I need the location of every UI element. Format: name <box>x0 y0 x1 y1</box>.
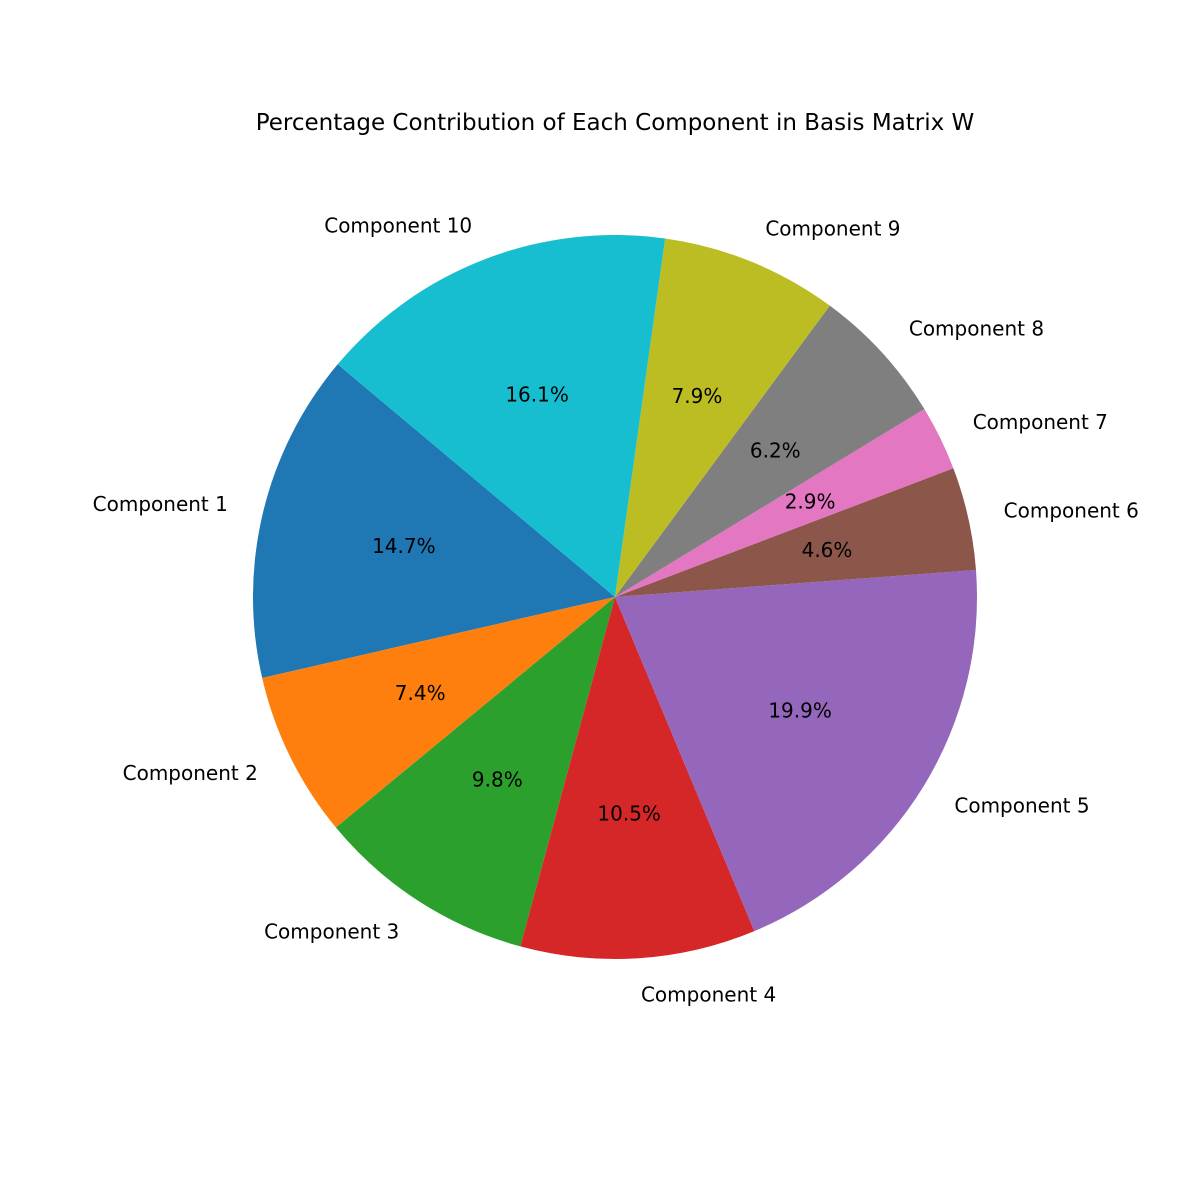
pie-labels: Component 1 14.7% Component 2 7.4% Component… <box>93 213 1139 1006</box>
slice-label-6: Component 6 <box>1004 498 1139 522</box>
slice-label-5: Component 5 <box>954 793 1089 817</box>
pie-slices <box>253 235 978 959</box>
pie-slice-5 <box>615 569 978 932</box>
slice-label-1: Component 1 <box>93 492 228 516</box>
pie-slice-2 <box>262 597 615 828</box>
pie-slice-3 <box>335 597 615 947</box>
pie-slice-10 <box>337 235 666 597</box>
slice-label-4: Component 4 <box>641 982 776 1006</box>
slice-percent-label-4: 10.5% <box>597 802 661 826</box>
pie-slice-9 <box>615 238 830 598</box>
slice-label-2: Component 2 <box>123 761 258 785</box>
slice-label-8: Component 8 <box>909 316 1044 340</box>
pie-slice-6 <box>615 468 976 597</box>
slice-percent-label-5: 19.9% <box>768 699 832 723</box>
slice-percent-label-8: 6.2% <box>750 438 801 462</box>
pie-slice-8 <box>615 305 925 597</box>
slice-label-7: Component 7 <box>973 410 1108 434</box>
pie-slice-4 <box>520 597 755 959</box>
chart-title: Percentage Contribution of Each Componen… <box>256 110 975 136</box>
slice-label-3: Component 3 <box>264 920 399 944</box>
slice-percent-label-6: 4.6% <box>802 538 853 562</box>
slice-percent-label-10: 16.1% <box>505 382 569 406</box>
slice-percent-label-1: 14.7% <box>372 534 436 558</box>
slice-percent-label-2: 7.4% <box>395 681 446 705</box>
slice-label-9: Component 9 <box>765 216 900 240</box>
slice-percent-label-7: 2.9% <box>785 490 836 514</box>
pie-slice-7 <box>615 409 954 597</box>
slice-percent-label-3: 9.8% <box>472 768 523 792</box>
slice-label-10: Component 10 <box>324 213 472 237</box>
slice-percent-label-9: 7.9% <box>672 384 723 408</box>
pie-slice-1 <box>253 364 615 678</box>
